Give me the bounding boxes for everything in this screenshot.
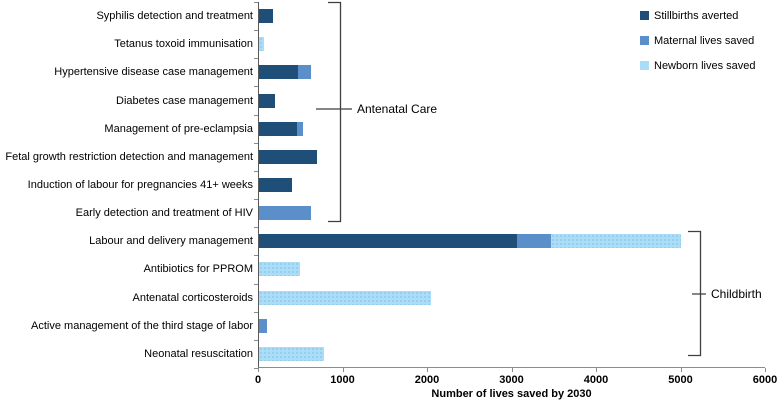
newborn-lives-saved-segment	[550, 234, 682, 249]
bar-row	[259, 178, 292, 192]
plot-area	[258, 2, 765, 368]
bar-row	[259, 93, 276, 108]
newborn-lives-saved-segment	[259, 346, 325, 361]
bar-row	[259, 234, 682, 249]
category-label: Labour and delivery management	[89, 235, 253, 248]
maternal-swatch-icon	[640, 36, 649, 45]
y-axis-tick	[254, 2, 258, 3]
stillbirths-averted-segment	[259, 149, 318, 164]
maternal-lives-saved-segment	[516, 234, 551, 249]
x-axis-tick-label: 0	[254, 374, 262, 386]
x-axis-tick	[511, 368, 513, 372]
category-label: Active management of the third stage of …	[31, 319, 253, 332]
stillbirths-averted-segment	[259, 121, 298, 136]
x-axis-tick	[427, 368, 428, 372]
category-label: Management of pre-eclampsia	[104, 122, 253, 135]
stillbirths-averted-segment	[259, 65, 299, 80]
bar-row	[259, 262, 301, 277]
y-axis-tick	[254, 227, 258, 229]
y-axis-tick	[254, 311, 258, 313]
maternal-lives-saved-segment	[298, 65, 311, 80]
bar-row	[259, 206, 311, 221]
legend-label: Newborn lives saved	[654, 59, 756, 72]
category-label: Neonatal resuscitation	[144, 347, 253, 360]
stillbirths-swatch-icon	[640, 11, 649, 20]
legend-label: Stillbirths averted	[654, 9, 739, 22]
stillbirths-averted-segment	[259, 93, 276, 108]
legend-label: Maternal lives saved	[654, 34, 755, 47]
x-axis-tick-label: 3000	[499, 374, 524, 386]
category-label: Tetanus toxoid immunisation	[114, 38, 253, 51]
x-axis-tick	[765, 368, 766, 372]
x-axis-tick-label: 1000	[330, 374, 355, 386]
y-axis-tick	[254, 255, 258, 257]
bar-row	[259, 121, 304, 136]
maternal-lives-saved-segment	[259, 318, 267, 333]
category-label: Diabetes case management	[116, 94, 253, 107]
x-axis-tick-label: 2000	[414, 374, 440, 386]
maternal-lives-saved-segment	[259, 206, 311, 221]
legend-item-newborn: Newborn lives saved	[640, 59, 756, 72]
category-label: Early detection and treatment of HIV	[75, 207, 253, 220]
y-axis-tick	[254, 58, 258, 60]
bar-row	[259, 65, 311, 80]
y-axis-tick	[254, 199, 258, 201]
newborn-lives-saved-segment	[259, 290, 431, 305]
category-label: Syphilis detection and treatment	[96, 10, 253, 23]
newborn-lives-saved-segment	[259, 37, 265, 52]
y-axis-tick	[254, 86, 258, 88]
bar-row	[259, 346, 325, 361]
x-axis-tick	[258, 368, 259, 372]
bar-row	[259, 318, 267, 333]
x-axis-tick	[680, 368, 682, 372]
legend-item-stillbirths: Stillbirths averted	[640, 9, 756, 22]
y-axis-tick	[254, 339, 258, 341]
category-label: Hypertensive disease case management	[54, 66, 253, 79]
bar-row	[259, 290, 431, 305]
y-axis-tick	[254, 283, 258, 285]
category-label: Fetal growth restriction detection and m…	[5, 150, 253, 163]
bar-row	[259, 37, 265, 52]
x-axis-tick	[596, 368, 597, 372]
x-axis-tick-label: 5000	[668, 374, 693, 386]
childbirth-label: Childbirth	[711, 287, 762, 301]
y-axis-tick	[254, 170, 258, 172]
y-axis-tick	[254, 30, 258, 32]
legend: Stillbirths averted Maternal lives saved…	[640, 10, 756, 85]
newborn-swatch-icon	[640, 61, 649, 70]
stillbirths-averted-segment	[259, 234, 517, 249]
maternal-lives-saved-segment	[297, 121, 304, 136]
x-axis-tick-label: 4000	[583, 374, 609, 386]
stillbirths-averted-segment	[259, 178, 292, 192]
x-axis-title: Number of lives saved by 2030	[431, 388, 592, 400]
y-axis-tick	[254, 142, 258, 144]
x-axis-tick	[342, 368, 344, 372]
y-axis-tick	[254, 114, 258, 116]
newborn-lives-saved-segment	[259, 262, 301, 277]
antenatal-care-label: Antenatal Care	[357, 102, 438, 116]
x-axis-tick-label: 6000	[752, 374, 778, 386]
category-label: Induction of labour for pregnancies 41+ …	[27, 179, 253, 191]
legend-item-maternal: Maternal lives saved	[640, 34, 756, 47]
bar-row	[259, 9, 273, 24]
y-axis-tick	[254, 368, 258, 369]
category-label: Antibiotics for PPROM	[143, 263, 253, 276]
category-label: Antenatal corticosteroids	[132, 291, 253, 304]
stillbirths-averted-segment	[259, 9, 273, 24]
bar-row	[259, 149, 318, 164]
